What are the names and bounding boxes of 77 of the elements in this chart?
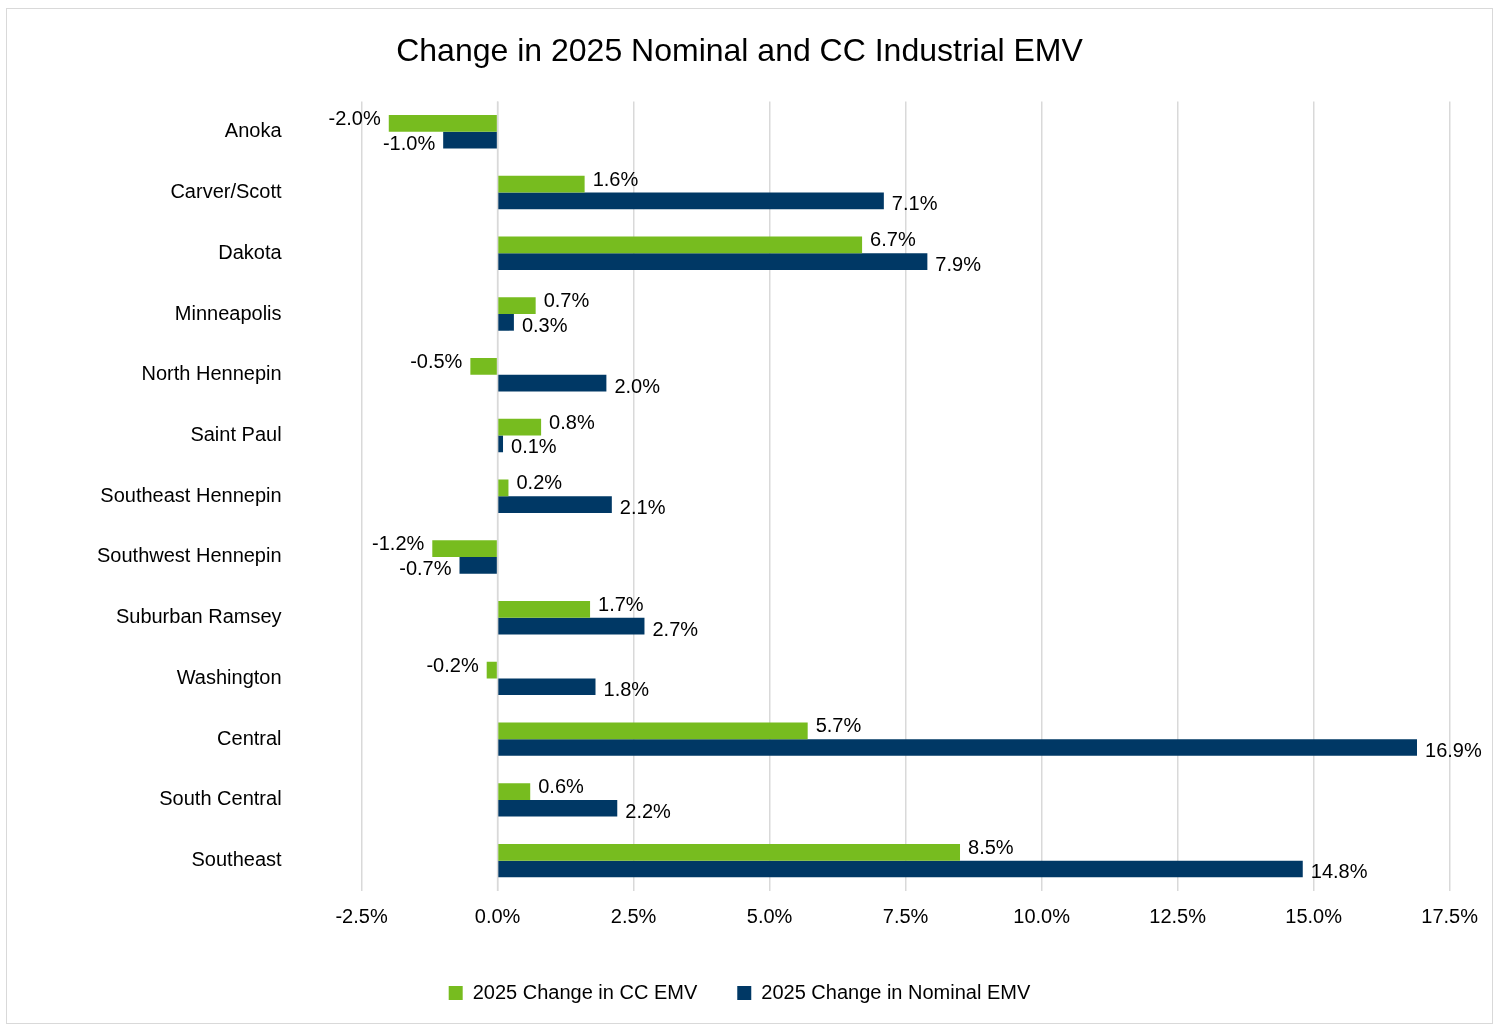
bar (498, 253, 928, 270)
legend-label: 2025 Change in CC EMV (472, 980, 698, 1003)
bar (498, 192, 884, 210)
data-label: -0.5% (410, 349, 463, 372)
x-tick-label: 7.5% (882, 904, 929, 927)
x-tick-label: 0.0% (474, 904, 521, 927)
bar (498, 236, 863, 254)
bar (459, 556, 497, 574)
bar (498, 175, 585, 193)
bar (498, 374, 607, 392)
data-label: 2.2% (625, 799, 672, 822)
bar (498, 617, 645, 635)
y-tick-label: Southeast Hennepin (100, 483, 282, 506)
chart-title: Change in 2025 Nominal and CC Industrial EMV (396, 32, 1084, 69)
data-label: 5.7% (815, 714, 862, 737)
bar (498, 860, 1303, 878)
data-label: -2.0% (328, 106, 381, 129)
data-label: 2.0% (614, 374, 661, 397)
y-tick-label: South Central (159, 787, 282, 810)
data-label: 16.9% (1425, 739, 1482, 762)
bar (486, 661, 497, 679)
x-tick-label: 10.0% (1013, 904, 1071, 927)
y-tick-label: Minneapolis (174, 301, 282, 324)
bar (498, 722, 808, 740)
bar (498, 600, 591, 618)
bar (498, 843, 961, 861)
bar (498, 783, 531, 800)
y-tick-label: North Hennepin (141, 362, 282, 385)
y-tick-label: Southwest Hennepin (96, 544, 282, 567)
bar (498, 479, 509, 497)
data-label: -0.2% (426, 653, 479, 676)
data-label: 1.6% (592, 167, 639, 190)
legend-label: 2025 Change in Nominal EMV (761, 980, 1031, 1003)
data-label: 2.7% (652, 617, 699, 640)
x-tick-label: 15.0% (1285, 904, 1343, 927)
y-tick-label: Washington (176, 665, 282, 688)
data-label: 8.5% (968, 835, 1014, 858)
x-tick-label: 17.5% (1421, 904, 1479, 927)
data-label: -1.0% (382, 131, 436, 154)
data-label: 0.1% (511, 435, 557, 458)
data-label: 1.7% (598, 592, 644, 615)
bar (498, 297, 536, 314)
data-label: 1.8% (603, 678, 650, 701)
data-label: -0.7% (399, 556, 452, 579)
y-tick-label: Saint Paul (190, 422, 282, 445)
data-label: 0.7% (543, 289, 590, 312)
data-label: 0.3% (521, 313, 568, 336)
bar (498, 418, 542, 436)
data-label: -1.2% (372, 532, 425, 555)
x-tick-label: 2.5% (610, 904, 657, 927)
bar (388, 115, 497, 132)
bar (498, 313, 514, 331)
data-label: 14.8% (1310, 860, 1368, 883)
y-tick-label: Southeast (191, 848, 282, 871)
bar (498, 678, 596, 696)
x-tick-label: 12.5% (1149, 904, 1207, 927)
y-tick-label: Anoka (224, 119, 283, 142)
y-tick-label: Carver/Scott (170, 180, 282, 203)
x-tick-label: 5.0% (746, 904, 793, 927)
data-label: 2.1% (619, 496, 666, 519)
data-label: 0.6% (538, 775, 585, 798)
bar (498, 799, 618, 817)
data-label: 0.8% (549, 410, 595, 433)
x-tick-label: -2.5% (335, 904, 388, 927)
data-label: 6.7% (870, 228, 916, 251)
y-tick-label: Dakota (218, 240, 283, 263)
bar (432, 540, 497, 557)
data-label: 7.1% (891, 192, 938, 215)
data-label: 7.9% (935, 253, 982, 276)
data-label: 0.2% (516, 471, 563, 494)
y-tick-label: Central (217, 726, 282, 749)
bar (443, 131, 497, 149)
bar (498, 739, 1417, 756)
bar (470, 358, 497, 375)
bar (498, 435, 504, 453)
y-tick-label: Suburban Ramsey (115, 605, 282, 628)
bar (498, 496, 612, 513)
